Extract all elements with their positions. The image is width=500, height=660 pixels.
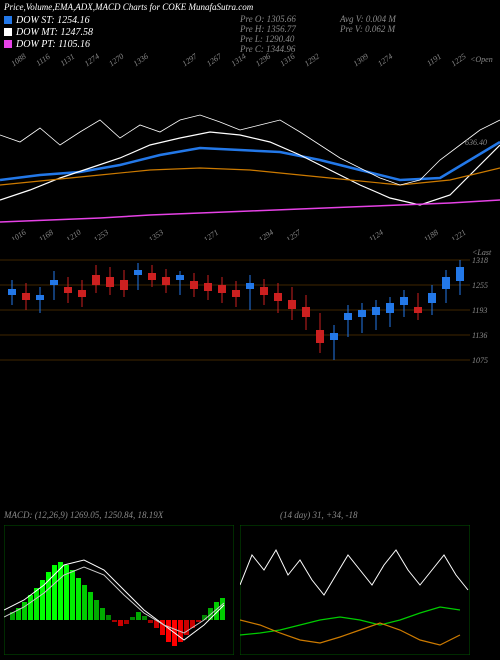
svg-text:1292: 1292 [303,52,321,69]
legend: DOW ST: 1254.16DOW MT: 1247.58DOW PT: 11… [4,14,93,50]
svg-text:1274: 1274 [83,52,101,69]
svg-text:1016: 1016 [9,228,27,240]
svg-text:1124: 1124 [367,228,385,240]
svg-text:1168: 1168 [37,228,55,240]
candlestick-chart: 1318 1255 1193 1136 1075 <Last [0,245,500,375]
svg-text:1336: 1336 [132,52,150,69]
svg-text:1353: 1353 [147,228,165,240]
svg-text:1193: 1193 [472,306,487,315]
price-overlay-chart: 1088 1116 1131 1274 1270 1336 1297 1267 1314 1296… [0,50,500,240]
svg-text:1136: 1136 [472,331,487,340]
svg-text:1267: 1267 [205,51,224,68]
svg-text:<Open: <Open [470,55,493,64]
svg-text:1221: 1221 [449,228,467,240]
macd-header-right: (14 day) 31, +34, -18 [280,510,358,520]
svg-text:1253: 1253 [92,228,110,240]
macd-header-left: MACD: (12,26,9) 1269.05, 1250.84, 18.19X [4,510,163,520]
svg-text:1318: 1318 [472,256,488,265]
svg-text:1270: 1270 [107,52,125,69]
svg-text:1297: 1297 [181,51,200,68]
svg-text:1075: 1075 [472,356,488,365]
svg-text:1210: 1210 [64,228,82,240]
svg-text:1225: 1225 [449,52,467,69]
volume-info: Avg V: 0.004 MPre V: 0.062 M [340,14,396,34]
svg-text:1088: 1088 [9,52,27,69]
svg-text:1294: 1294 [257,228,275,240]
svg-text:1257: 1257 [284,227,303,240]
svg-text:636.40: 636.40 [465,138,487,147]
svg-text:1191: 1191 [425,52,443,68]
svg-text:1309: 1309 [352,52,370,69]
macd-histogram-chart [4,525,234,655]
svg-text:<Last: <Last [472,248,492,257]
svg-text:1316: 1316 [278,52,296,69]
svg-text:1296: 1296 [254,52,272,69]
svg-text:1314: 1314 [229,52,247,69]
svg-text:1274: 1274 [376,52,394,69]
svg-text:1131: 1131 [59,52,77,68]
svg-text:1271: 1271 [202,228,220,240]
svg-text:1255: 1255 [472,281,488,290]
svg-text:1116: 1116 [34,52,51,68]
ohlc-info: Pre O: 1305.66Pre H: 1356.77Pre L: 1290.… [240,14,296,54]
chart-title: Price,Volume,EMA,ADX,MACD Charts for COK… [4,2,253,12]
adx-chart [240,525,470,655]
svg-text:1188: 1188 [422,228,440,240]
